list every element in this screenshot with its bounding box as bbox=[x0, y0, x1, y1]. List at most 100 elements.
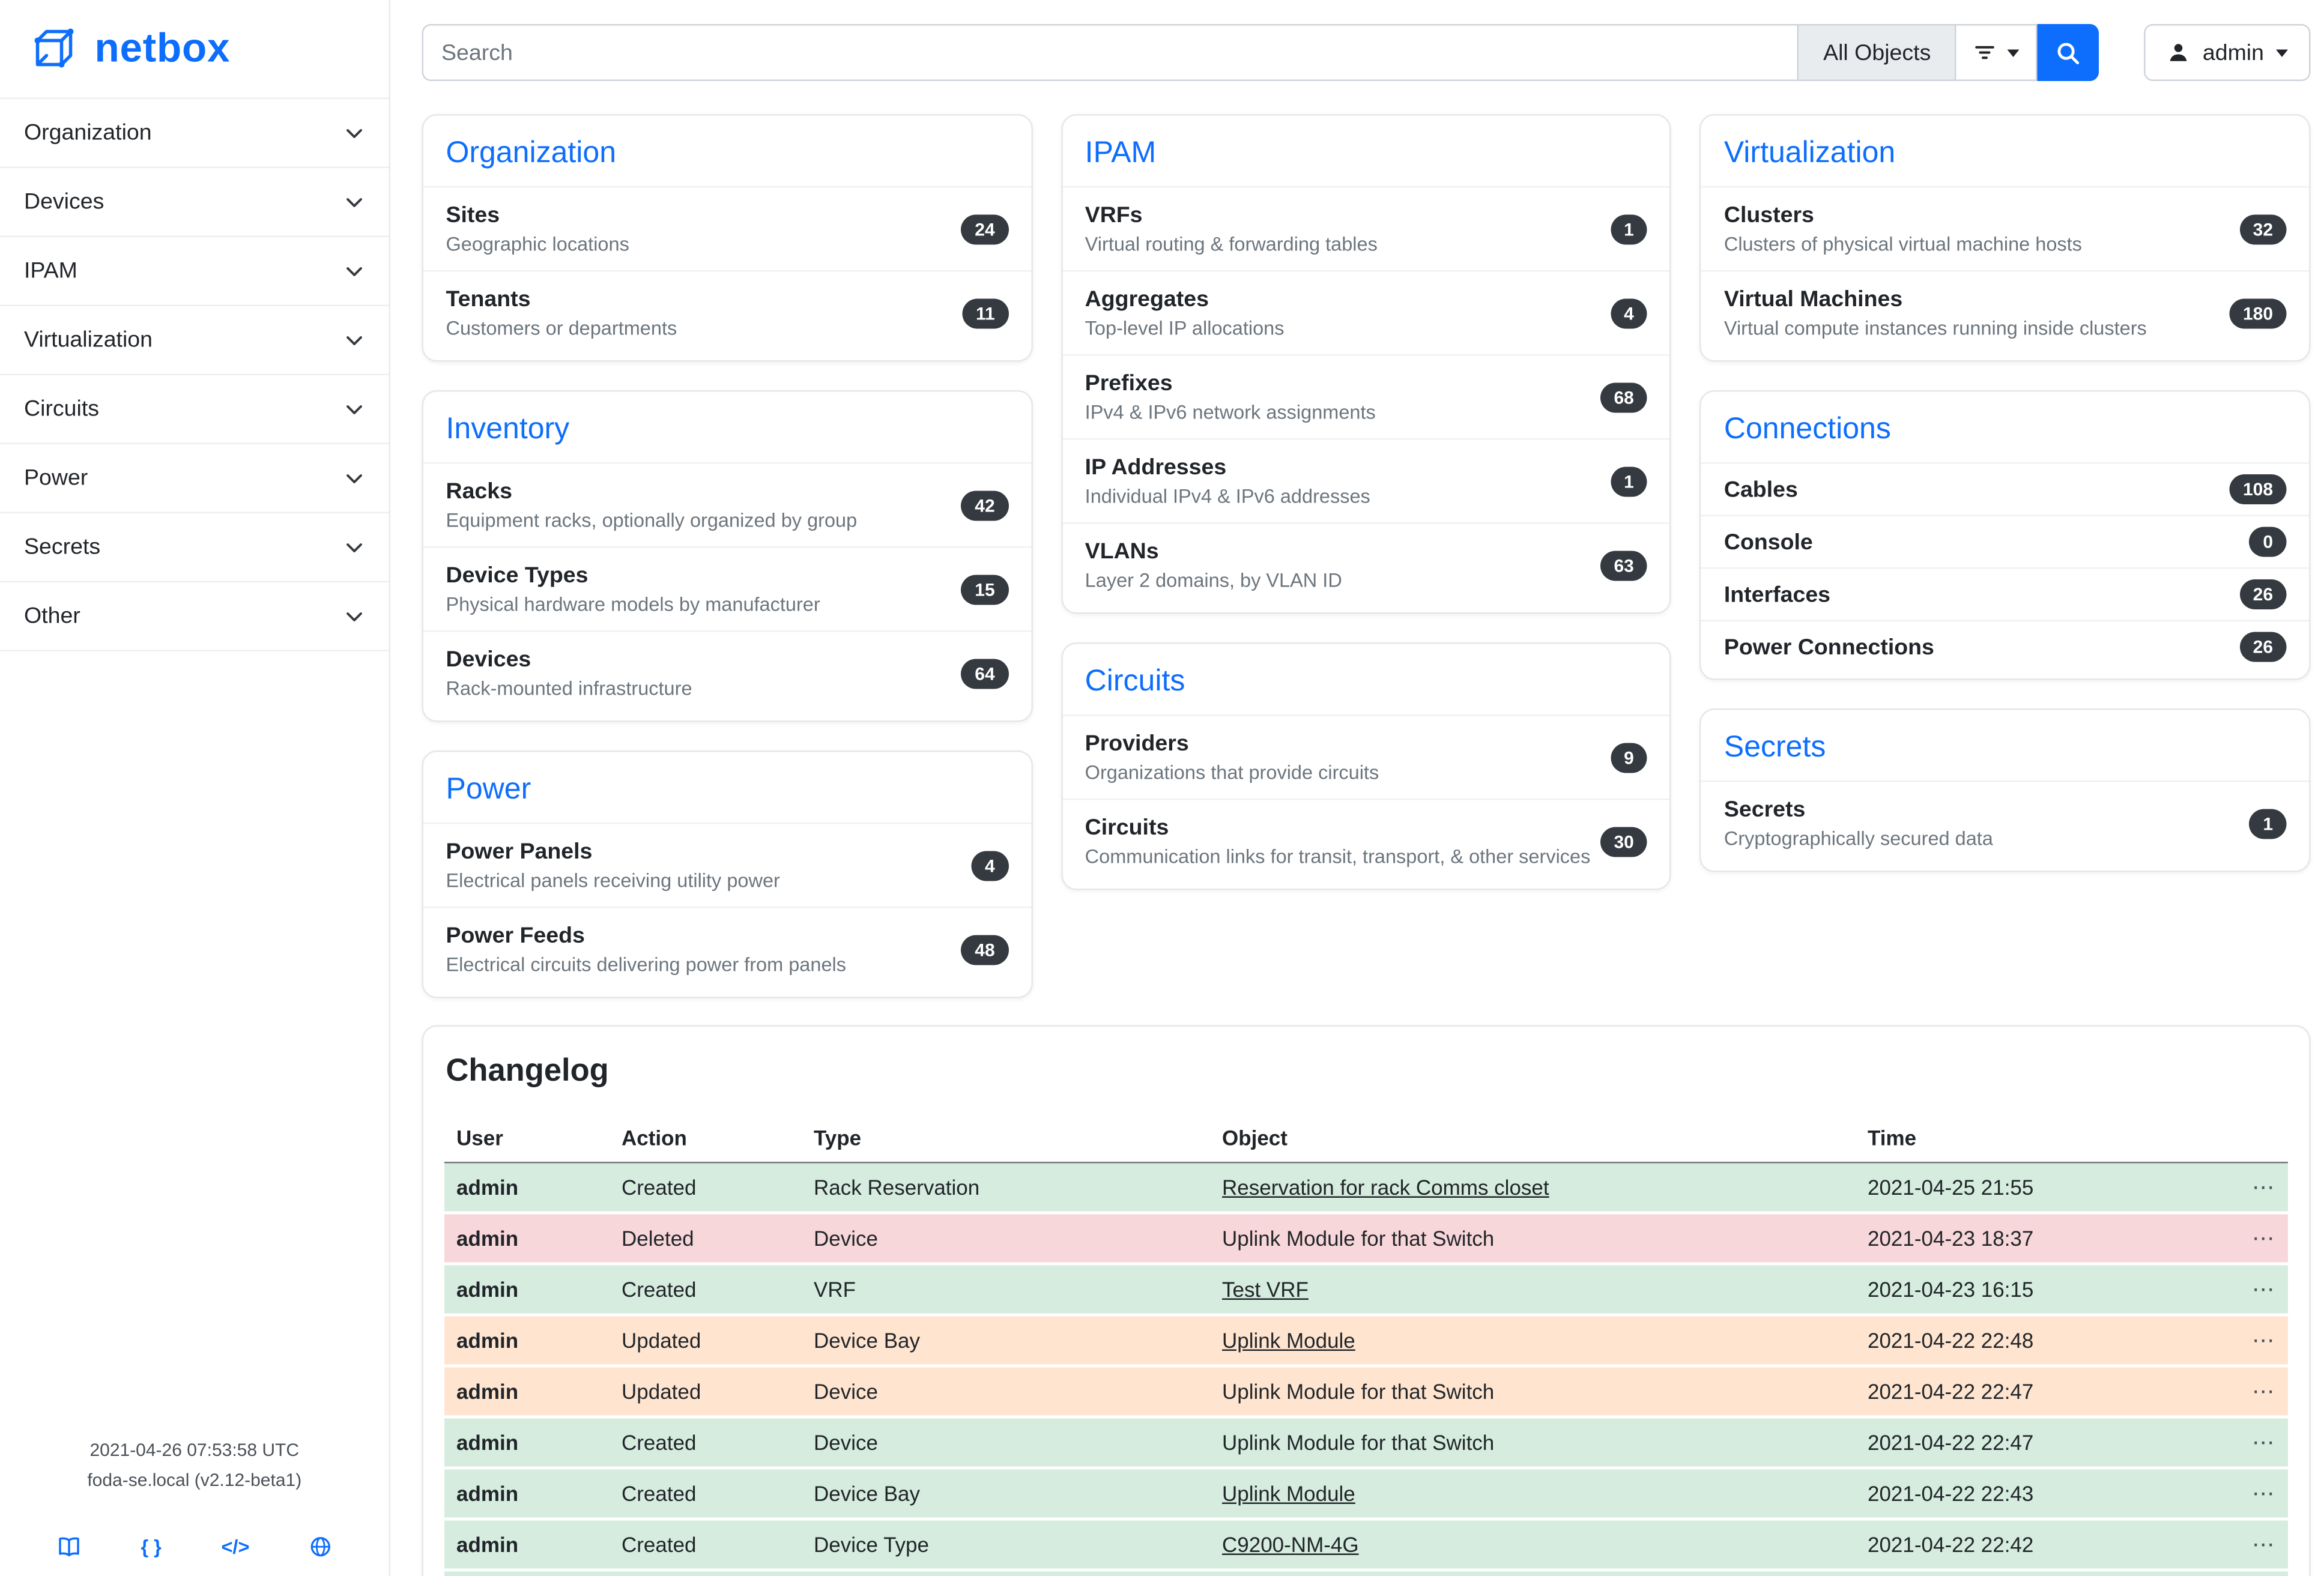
card-item-tenants[interactable]: Tenants Customers or departments 11 bbox=[423, 270, 1031, 354]
row-more-icon[interactable]: ⋯ bbox=[2252, 1329, 2276, 1354]
count-badge[interactable]: 15 bbox=[961, 574, 1008, 604]
item-title[interactable]: Power Connections bbox=[1724, 634, 1934, 660]
sidebar-item-ipam[interactable]: IPAM bbox=[0, 237, 389, 306]
card-item-vlans[interactable]: VLANs Layer 2 domains, by VLAN ID 63 bbox=[1062, 522, 1670, 606]
card-title-ipam[interactable]: IPAM bbox=[1062, 137, 1670, 187]
item-title[interactable]: Console bbox=[1724, 529, 1813, 555]
search-submit-button[interactable] bbox=[2038, 24, 2099, 81]
changelog-object-link[interactable]: C9200-NM-4G bbox=[1222, 1533, 1359, 1557]
sidebar-item-virtualization[interactable]: Virtualization bbox=[0, 306, 389, 375]
item-title[interactable]: Device Types bbox=[446, 563, 820, 589]
count-badge[interactable]: 11 bbox=[962, 298, 1008, 328]
count-badge[interactable]: 48 bbox=[961, 934, 1008, 964]
card-item-prefixes[interactable]: Prefixes IPv4 & IPv6 network assignments… bbox=[1062, 354, 1670, 438]
sidebar-item-secrets[interactable]: Secrets bbox=[0, 513, 389, 582]
item-title[interactable]: Virtual Machines bbox=[1724, 287, 2147, 313]
item-title[interactable]: Interfaces bbox=[1724, 582, 1830, 608]
card-title-circuits[interactable]: Circuits bbox=[1062, 665, 1670, 715]
card-item-clusters[interactable]: Clusters Clusters of physical virtual ma… bbox=[1701, 186, 2309, 270]
changelog-object-link[interactable]: Reservation for rack Comms closet bbox=[1222, 1176, 1549, 1200]
changelog-object-link[interactable]: Test VRF bbox=[1222, 1278, 1309, 1302]
card-title-inventory[interactable]: Inventory bbox=[423, 413, 1031, 463]
card-item-secrets[interactable]: Secrets Cryptographically secured data 1 bbox=[1701, 780, 2309, 865]
brand-logo[interactable]: netbox bbox=[0, 0, 389, 98]
count-badge[interactable]: 1 bbox=[1611, 466, 1648, 496]
count-badge[interactable]: 68 bbox=[1600, 382, 1647, 412]
item-title[interactable]: Cables bbox=[1724, 477, 1798, 503]
card-item-aggregates[interactable]: Aggregates Top-level IP allocations 4 bbox=[1062, 270, 1670, 354]
card-title-secrets[interactable]: Secrets bbox=[1701, 731, 2309, 781]
card-item-console[interactable]: Console 0 bbox=[1701, 515, 2309, 568]
item-title[interactable]: Providers bbox=[1085, 731, 1379, 757]
card-item-vrfs[interactable]: VRFs Virtual routing & forwarding tables… bbox=[1062, 186, 1670, 270]
count-badge[interactable]: 0 bbox=[2250, 527, 2287, 557]
card-item-ip-addresses[interactable]: IP Addresses Individual IPv4 & IPv6 addr… bbox=[1062, 438, 1670, 522]
row-more-icon[interactable]: ⋯ bbox=[2252, 1380, 2276, 1405]
count-badge[interactable]: 26 bbox=[2239, 579, 2286, 609]
card-item-devices[interactable]: Devices Rack-mounted infrastructure 64 bbox=[423, 630, 1031, 714]
user-menu-button[interactable]: admin bbox=[2144, 24, 2310, 81]
row-more-icon[interactable]: ⋯ bbox=[2252, 1482, 2276, 1508]
rest-api-icon[interactable]: { } bbox=[141, 1536, 161, 1559]
community-globe-icon[interactable] bbox=[309, 1536, 332, 1559]
card-item-racks[interactable]: Racks Equipment racks, optionally organi… bbox=[423, 462, 1031, 546]
item-title[interactable]: Aggregates bbox=[1085, 287, 1285, 313]
count-badge[interactable]: 30 bbox=[1600, 826, 1647, 856]
sidebar-item-other[interactable]: Other bbox=[0, 582, 389, 651]
item-title[interactable]: Clusters bbox=[1724, 203, 2082, 229]
count-badge[interactable]: 64 bbox=[961, 658, 1008, 688]
card-title-connections[interactable]: Connections bbox=[1701, 413, 2309, 463]
count-badge[interactable]: 32 bbox=[2239, 214, 2286, 244]
card-item-providers[interactable]: Providers Organizations that provide cir… bbox=[1062, 714, 1670, 799]
card-item-circuits[interactable]: Circuits Communication links for transit… bbox=[1062, 799, 1670, 883]
item-title[interactable]: Power Panels bbox=[446, 839, 780, 865]
item-title[interactable]: VRFs bbox=[1085, 203, 1378, 229]
item-title[interactable]: Secrets bbox=[1724, 797, 1993, 823]
item-title[interactable]: Sites bbox=[446, 203, 629, 229]
search-input[interactable] bbox=[422, 24, 1798, 81]
item-title[interactable]: Devices bbox=[446, 647, 692, 673]
changelog-object-link[interactable]: Uplink Module bbox=[1222, 1329, 1355, 1353]
card-title-virtualization[interactable]: Virtualization bbox=[1701, 137, 2309, 187]
row-more-icon[interactable]: ⋯ bbox=[2252, 1533, 2276, 1559]
count-badge[interactable]: 9 bbox=[1611, 742, 1648, 772]
sidebar-item-devices[interactable]: Devices bbox=[0, 168, 389, 237]
card-item-cables[interactable]: Cables 108 bbox=[1701, 462, 2309, 515]
sidebar-item-power[interactable]: Power bbox=[0, 444, 389, 513]
count-badge[interactable]: 108 bbox=[2229, 474, 2286, 504]
count-badge[interactable]: 63 bbox=[1600, 550, 1647, 580]
card-title-organization[interactable]: Organization bbox=[423, 137, 1031, 187]
row-more-icon[interactable]: ⋯ bbox=[2252, 1227, 2276, 1252]
count-badge[interactable]: 180 bbox=[2229, 298, 2286, 328]
sidebar-item-organization[interactable]: Organization bbox=[0, 99, 389, 168]
count-badge[interactable]: 42 bbox=[961, 490, 1008, 520]
card-item-device-types[interactable]: Device Types Physical hardware models by… bbox=[423, 546, 1031, 630]
row-more-icon[interactable]: ⋯ bbox=[2252, 1278, 2276, 1303]
item-title[interactable]: Power Feeds bbox=[446, 923, 847, 949]
sidebar-item-circuits[interactable]: Circuits bbox=[0, 375, 389, 444]
changelog-object-link[interactable]: Uplink Module bbox=[1222, 1482, 1355, 1506]
card-item-power-connections[interactable]: Power Connections 26 bbox=[1701, 620, 2309, 673]
count-badge[interactable]: 1 bbox=[2250, 808, 2287, 838]
search-scope-button[interactable]: All Objects bbox=[1798, 24, 1956, 81]
card-title-power[interactable]: Power bbox=[423, 773, 1031, 823]
card-item-power-panels[interactable]: Power Panels Electrical panels receiving… bbox=[423, 823, 1031, 907]
row-more-icon[interactable]: ⋯ bbox=[2252, 1176, 2276, 1201]
item-title[interactable]: IP Addresses bbox=[1085, 455, 1370, 481]
count-badge[interactable]: 4 bbox=[1611, 298, 1648, 328]
item-title[interactable]: Prefixes bbox=[1085, 371, 1376, 397]
count-badge[interactable]: 1 bbox=[1611, 214, 1648, 244]
item-title[interactable]: Tenants bbox=[446, 287, 677, 313]
count-badge[interactable]: 4 bbox=[971, 850, 1008, 880]
card-item-sites[interactable]: Sites Geographic locations 24 bbox=[423, 186, 1031, 270]
card-item-virtual-machines[interactable]: Virtual Machines Virtual compute instanc… bbox=[1701, 270, 2309, 354]
code-icon[interactable]: </> bbox=[221, 1536, 249, 1559]
docs-icon[interactable] bbox=[57, 1536, 81, 1559]
item-title[interactable]: Racks bbox=[446, 479, 858, 505]
row-more-icon[interactable]: ⋯ bbox=[2252, 1431, 2276, 1457]
filter-button[interactable] bbox=[1956, 24, 2038, 81]
item-title[interactable]: VLANs bbox=[1085, 539, 1342, 565]
count-badge[interactable]: 26 bbox=[2239, 632, 2286, 662]
count-badge[interactable]: 24 bbox=[961, 214, 1008, 244]
card-item-interfaces[interactable]: Interfaces 26 bbox=[1701, 567, 2309, 620]
